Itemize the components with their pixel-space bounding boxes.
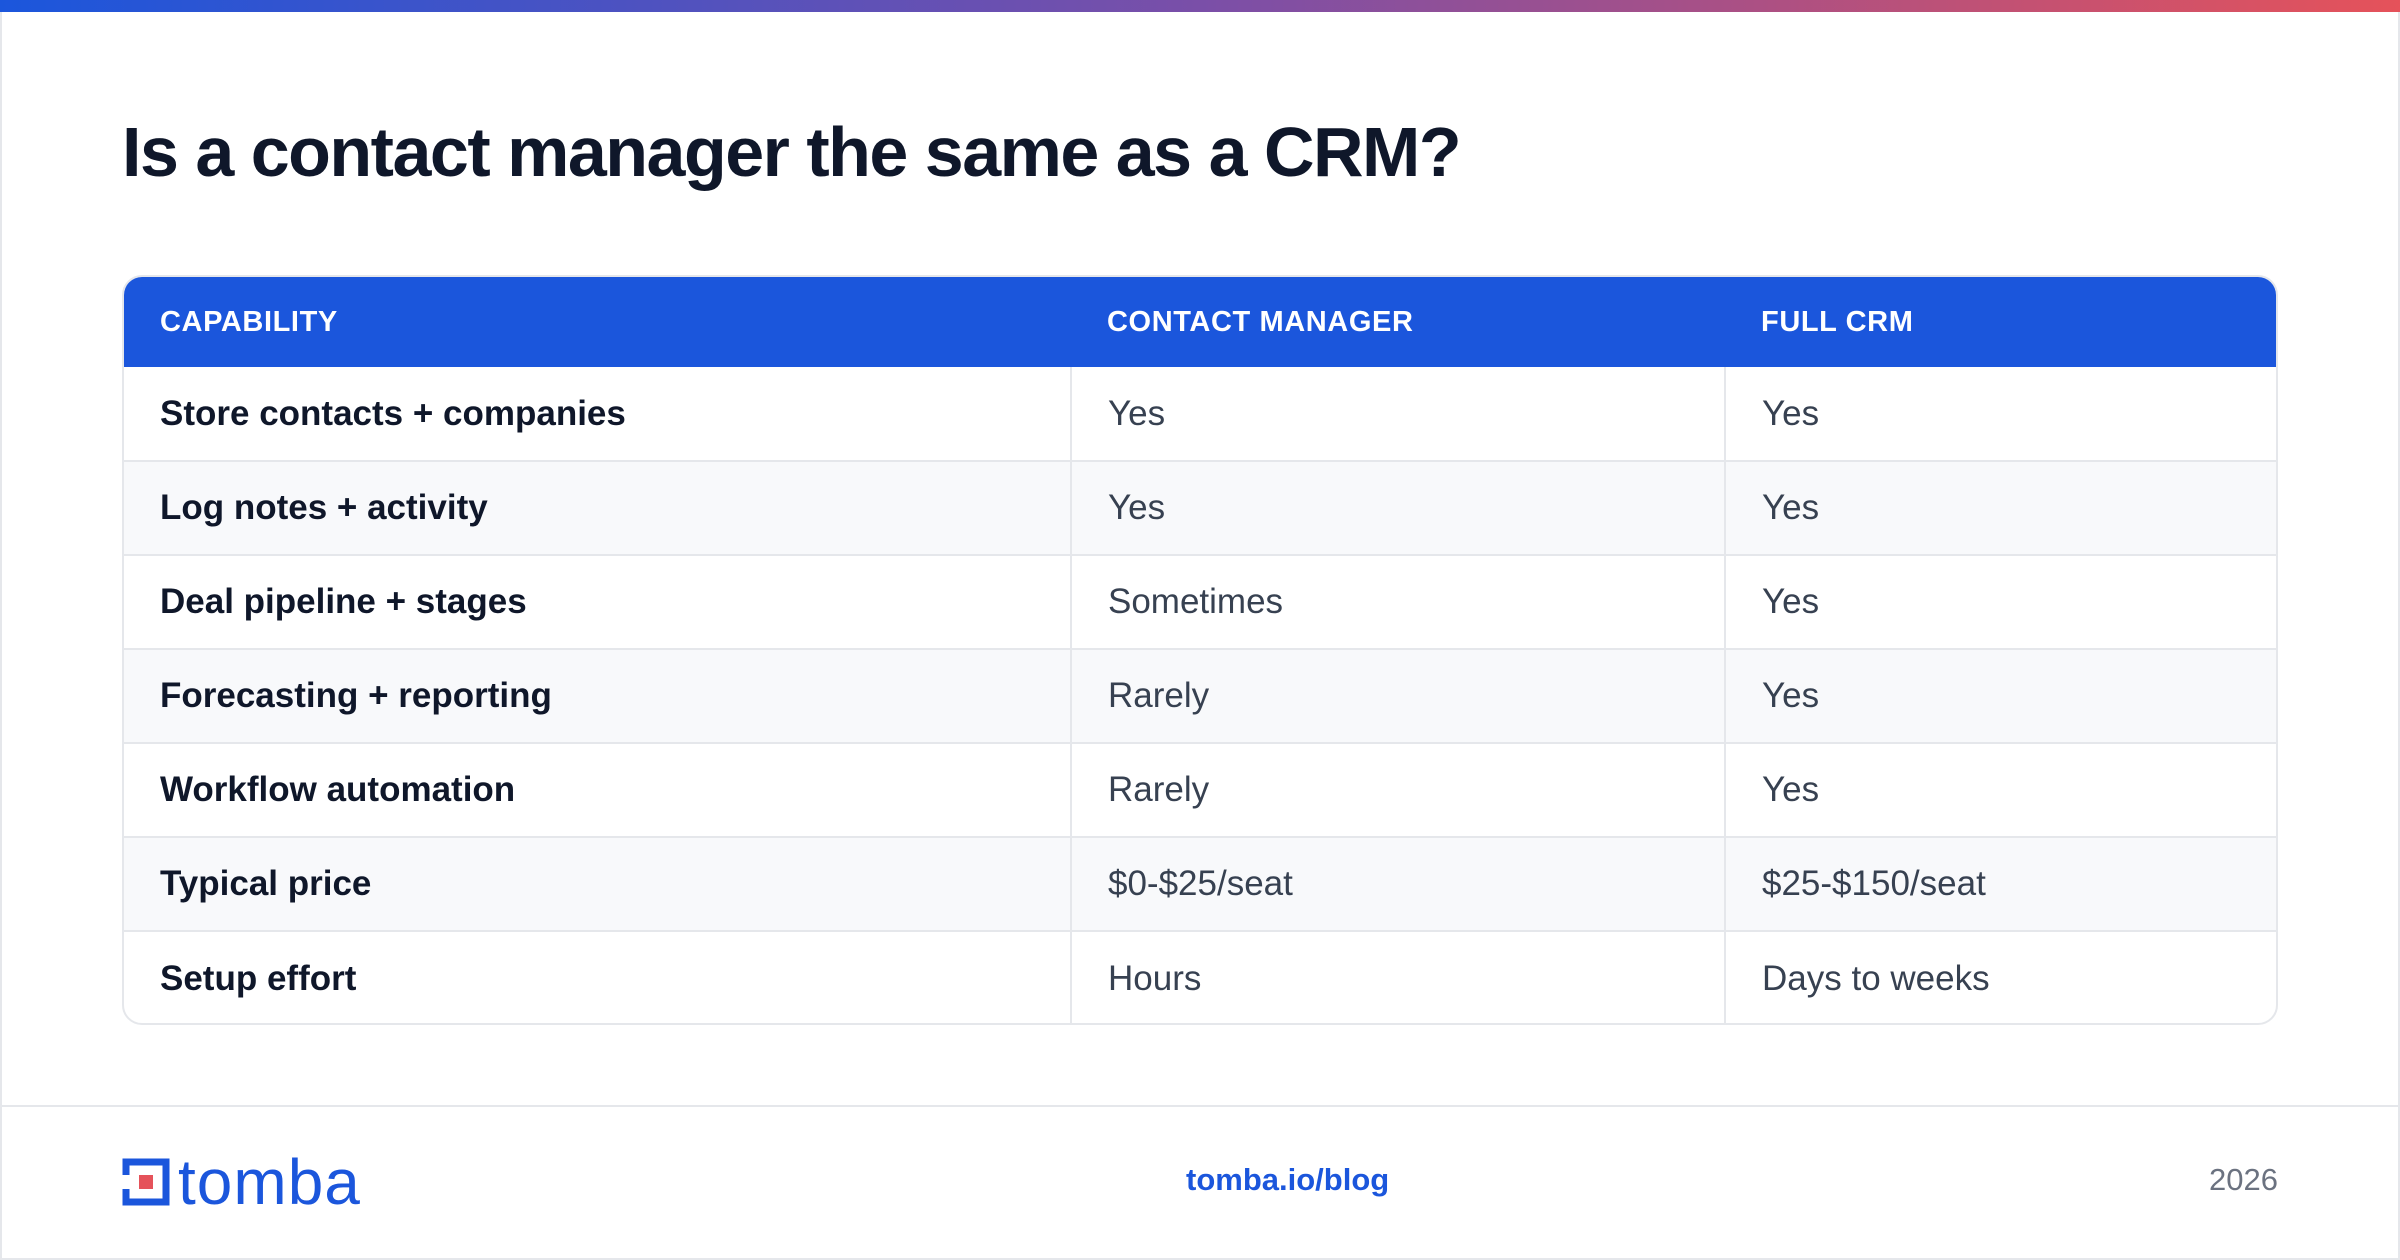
tomba-logo[interactable]: tomba bbox=[122, 1146, 361, 1218]
full-crm-cell: Yes bbox=[1724, 367, 2276, 461]
capability-cell: Deal pipeline + stages bbox=[160, 582, 527, 621]
capability-cell: Log notes + activity bbox=[160, 488, 488, 527]
top-accent-bar bbox=[0, 0, 2400, 12]
contact-manager-cell: Rarely bbox=[1070, 743, 1725, 837]
contact-manager-cell: Hours bbox=[1070, 931, 1725, 1023]
full-crm-cell: Yes bbox=[1724, 461, 2276, 555]
table-row: Store contacts + companies Yes Yes bbox=[124, 367, 2276, 461]
full-crm-cell: Yes bbox=[1724, 649, 2276, 743]
header-contact-manager: CONTACT MANAGER bbox=[1107, 305, 1414, 338]
header-capability: CAPABILITY bbox=[160, 305, 338, 338]
capability-cell: Forecasting + reporting bbox=[160, 676, 552, 715]
comparison-table: CAPABILITY CONTACT MANAGER FULL CRM Stor… bbox=[122, 275, 2278, 1025]
full-crm-cell: Days to weeks bbox=[1724, 931, 2276, 1023]
page-title: Is a contact manager the same as a CRM? bbox=[122, 113, 1462, 191]
table-row: Setup effort Hours Days to weeks bbox=[124, 931, 2276, 1023]
capability-cell: Workflow automation bbox=[160, 770, 516, 809]
table-row: Typical price $0-$25/seat $25-$150/seat bbox=[124, 837, 2276, 931]
table-row: Log notes + activity Yes Yes bbox=[124, 461, 2276, 555]
footer-divider bbox=[0, 1105, 2400, 1107]
contact-manager-cell: Rarely bbox=[1070, 649, 1725, 743]
contact-manager-cell: Sometimes bbox=[1070, 555, 1725, 649]
capability-cell: Setup effort bbox=[160, 958, 357, 998]
capability-cell: Typical price bbox=[160, 864, 372, 903]
table-header-row: CAPABILITY CONTACT MANAGER FULL CRM bbox=[124, 277, 2276, 367]
contact-manager-cell: $0-$25/seat bbox=[1070, 837, 1725, 931]
header-full-crm: FULL CRM bbox=[1761, 305, 1914, 338]
full-crm-cell: $25-$150/seat bbox=[1724, 837, 2276, 931]
full-crm-cell: Yes bbox=[1724, 555, 2276, 649]
blog-link[interactable]: tomba.io/blog bbox=[1186, 1162, 1390, 1197]
contact-manager-cell: Yes bbox=[1070, 461, 1725, 555]
footer-year: 2026 bbox=[2209, 1162, 2278, 1197]
table-row: Deal pipeline + stages Sometimes Yes bbox=[124, 555, 2276, 649]
tomba-logo-mark-icon bbox=[122, 1158, 170, 1206]
logo-wordmark: tomba bbox=[178, 1146, 361, 1218]
capability-cell: Store contacts + companies bbox=[160, 393, 626, 433]
full-crm-cell: Yes bbox=[1724, 743, 2276, 837]
table-row: Workflow automation Rarely Yes bbox=[124, 743, 2276, 837]
table-row: Forecasting + reporting Rarely Yes bbox=[124, 649, 2276, 743]
contact-manager-cell: Yes bbox=[1070, 367, 1725, 461]
